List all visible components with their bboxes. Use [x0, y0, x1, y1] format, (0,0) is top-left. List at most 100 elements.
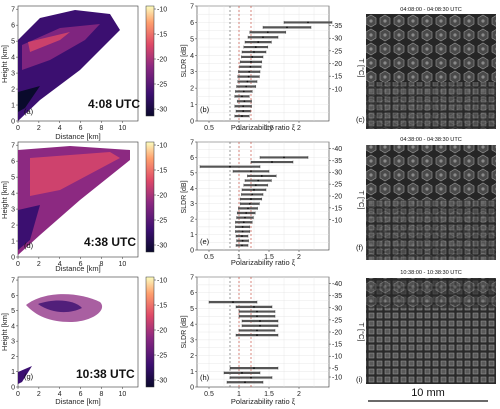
temp-tick-label: -40 — [332, 281, 342, 288]
x-tick-label: 0.5 — [204, 391, 214, 398]
colorbar-tick-label: -10 — [157, 143, 167, 150]
temp-tick-label: -25 — [332, 182, 342, 189]
y-tick-label: 4 — [190, 186, 194, 193]
data-point — [241, 244, 243, 247]
profile-series — [234, 20, 333, 118]
y-tick-label: 5 — [190, 306, 194, 313]
temperature-label: T [°C] — [357, 190, 366, 209]
crystal-image-i: 10:38:00 - 10:38:30 UTC (i) 10 mm — [356, 270, 496, 402]
x-tick-label: 2 — [37, 261, 41, 268]
data-point — [244, 381, 246, 384]
y-tick-label: 0 — [11, 385, 15, 392]
y-tick-label: 7 — [190, 4, 194, 11]
colorbar-tick-label: -15 — [157, 32, 167, 39]
y-tick-label: 3 — [11, 207, 15, 214]
data-point — [245, 212, 248, 214]
y-tick-label: 7 — [11, 278, 15, 285]
x-tick-label: 10 — [118, 261, 126, 268]
data-point — [250, 376, 252, 379]
y-tick-label: 2 — [11, 354, 15, 361]
data-point — [250, 60, 252, 63]
colorbar-a: -10 -15 -20 -25 -30 SLDR [dB] — [145, 5, 188, 117]
x-tick-label: 1.5 — [264, 391, 274, 398]
radar-axis-ticks: 0 2 4 6 8 10 0 1 2 3 4 5 6 7 — [11, 278, 126, 398]
y-tick-label: 0 — [190, 248, 194, 255]
x-tick-label: 2 — [297, 125, 301, 132]
x-tick-label: 4 — [58, 391, 62, 398]
temp-tick-label: -15 — [332, 205, 342, 212]
temp-tick-label: -40 — [332, 146, 342, 153]
y-tick-label: 0 — [11, 119, 15, 126]
colorbar-ticks: -10 -15 -20 -25 -30 — [154, 278, 167, 385]
temp-tick-label: -20 — [332, 61, 342, 68]
y-tick-label: 7 — [11, 7, 15, 14]
x-tick-label: 1 — [237, 254, 241, 261]
panel-label-d: (d) — [24, 241, 34, 250]
x-tick-label: 4 — [58, 125, 62, 132]
y-tick-label: 4 — [11, 323, 15, 330]
y-tick-label: 5 — [190, 36, 194, 43]
x-tick-label: 0.5 — [204, 125, 214, 132]
y-tick-label: 3 — [190, 201, 194, 208]
panel-label-a: (a) — [24, 107, 34, 116]
temp-tick-label: -30 — [332, 305, 342, 312]
y-tick-label: 1 — [11, 369, 15, 376]
temp-tick-label: -35 — [332, 23, 342, 30]
y-tick-label: 6 — [190, 20, 194, 27]
colorbar-gradient — [145, 5, 155, 117]
y-tick-label: 1 — [11, 239, 15, 246]
y-tick-label: 3 — [11, 339, 15, 346]
radar-data-low — [18, 205, 40, 250]
data-point — [251, 193, 254, 196]
x-tick-label: 2 — [37, 391, 41, 398]
x-tick-label: 4 — [58, 261, 62, 268]
data-point — [253, 367, 255, 370]
radar-xlabel: Distance [km] — [55, 132, 100, 141]
y-tick-label: 4 — [190, 322, 194, 329]
radar-data-bright — [38, 300, 82, 313]
crystal-photo-lower — [366, 82, 496, 129]
x-tick-label: 0 — [16, 391, 20, 398]
colorbar-d: -10 -15 -20 -25 -30 SLDR [dB] — [145, 141, 188, 253]
temp-tick-label: -5 — [332, 366, 338, 373]
data-point — [242, 110, 245, 113]
colorbar-tick-label: -20 — [157, 193, 167, 200]
colorbar-tick-label: -30 — [157, 243, 167, 250]
colorbar-g: -10 -15 -20 -25 -30 SLDR [dB] — [145, 276, 188, 388]
radar-data-bright — [30, 152, 120, 196]
radar-panel-a: (a) 4:08 UTC 0 2 4 6 8 10 0 1 2 3 4 5 6 7 Distance [k… — [0, 5, 140, 141]
data-point — [259, 324, 261, 327]
colorbar-tick-label: -25 — [157, 353, 167, 360]
data-point — [253, 305, 255, 308]
x-tick-label: 1 — [237, 125, 241, 132]
colorbar-label: SLDR [dB] — [181, 44, 188, 77]
radar-axis-ticks: 0 2 4 6 8 10 0 1 2 3 4 5 6 7 — [11, 143, 126, 268]
y-tick-label: 5 — [11, 175, 15, 182]
profile-ticks: 0.5 1 1.5 2 0 1 2 3 4 5 6 7 — [190, 140, 301, 262]
temp-tick-label: -10 — [332, 354, 342, 361]
data-point — [256, 310, 258, 313]
y-tick-label: 3 — [190, 69, 194, 76]
colorbar-label: SLDR [dB] — [181, 315, 188, 348]
data-point — [256, 315, 258, 318]
y-tick-label: 7 — [190, 140, 194, 147]
y-tick-label: 7 — [11, 143, 15, 150]
y-tick-label: 3 — [190, 337, 194, 344]
radar-panel-g: (g) 10:38 UTC 0 2 4 6 8 10 0 1 2 3 4 5 6 7 Distance [… — [0, 276, 139, 406]
x-tick-label: 1.5 — [264, 125, 274, 132]
x-tick-label: 8 — [100, 125, 104, 132]
x-tick-label: 2 — [297, 254, 301, 261]
image-title-c: 04:08:00 - 04:08:30 UTC — [400, 7, 462, 13]
data-point — [246, 80, 249, 83]
colorbar-tick-label: -20 — [157, 328, 167, 335]
colorbar-tick-label: -25 — [157, 82, 167, 89]
panel-label-b: (b) — [200, 105, 210, 114]
x-tick-label: 6 — [79, 391, 83, 398]
profile-series — [199, 155, 309, 247]
temperature-ticks: -35 -30 -25 -20 -15 -10 — [329, 23, 342, 93]
data-point — [253, 188, 255, 191]
data-point — [247, 75, 250, 78]
radar-ylabel: Height [km] — [0, 45, 9, 83]
